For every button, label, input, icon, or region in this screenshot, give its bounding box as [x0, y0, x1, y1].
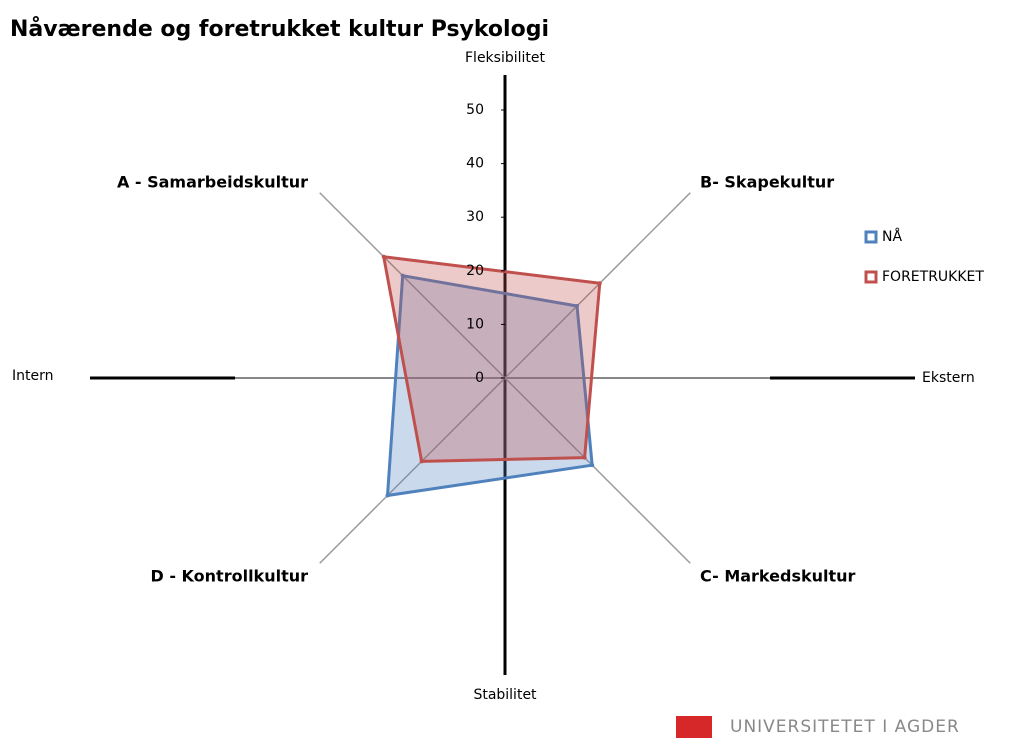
radial-axis [504, 192, 691, 379]
radial-axis [319, 377, 506, 564]
legend-label: NÅ [882, 228, 902, 245]
vertex [597, 281, 602, 286]
vertex [385, 493, 390, 498]
chart-title: Nåværende og foretrukket kultur Psykolog… [10, 16, 549, 42]
y-tick-label: 20 [466, 263, 484, 279]
vertex [582, 455, 587, 460]
category-label: D - Kontrollkultur [150, 567, 308, 586]
y-tick-label: 40 [466, 156, 484, 172]
axis-label: Fleksibilitet [465, 50, 546, 66]
logo: UNIVERSITETET I AGDER [676, 716, 960, 738]
radial-axis [319, 192, 506, 379]
logo-icon [676, 716, 712, 738]
vertex [381, 254, 386, 259]
vertex [400, 273, 405, 278]
radial-axis [504, 377, 691, 564]
vertex [419, 459, 424, 464]
axis-label: Stabilitet [473, 687, 537, 703]
legend-label: FORETRUKKET [882, 269, 984, 285]
logo-text: UNIVERSITETET I AGDER [730, 717, 960, 737]
axis-label: Intern [12, 368, 54, 384]
y-tick-label: 0 [475, 370, 484, 386]
vertex [590, 463, 595, 468]
axis-label: Ekstern [922, 370, 975, 386]
category-label: A - Samarbeidskultur [117, 173, 308, 192]
category-label: B- Skapekultur [700, 173, 834, 192]
vertex [575, 303, 580, 308]
y-tick-label: 30 [466, 209, 484, 225]
legend-marker [864, 230, 878, 244]
y-tick-label: 50 [466, 102, 484, 118]
series-area [382, 255, 602, 463]
y-tick-label: 10 [466, 316, 484, 332]
category-label: C- Markedskultur [700, 567, 856, 586]
legend-marker [864, 270, 878, 284]
